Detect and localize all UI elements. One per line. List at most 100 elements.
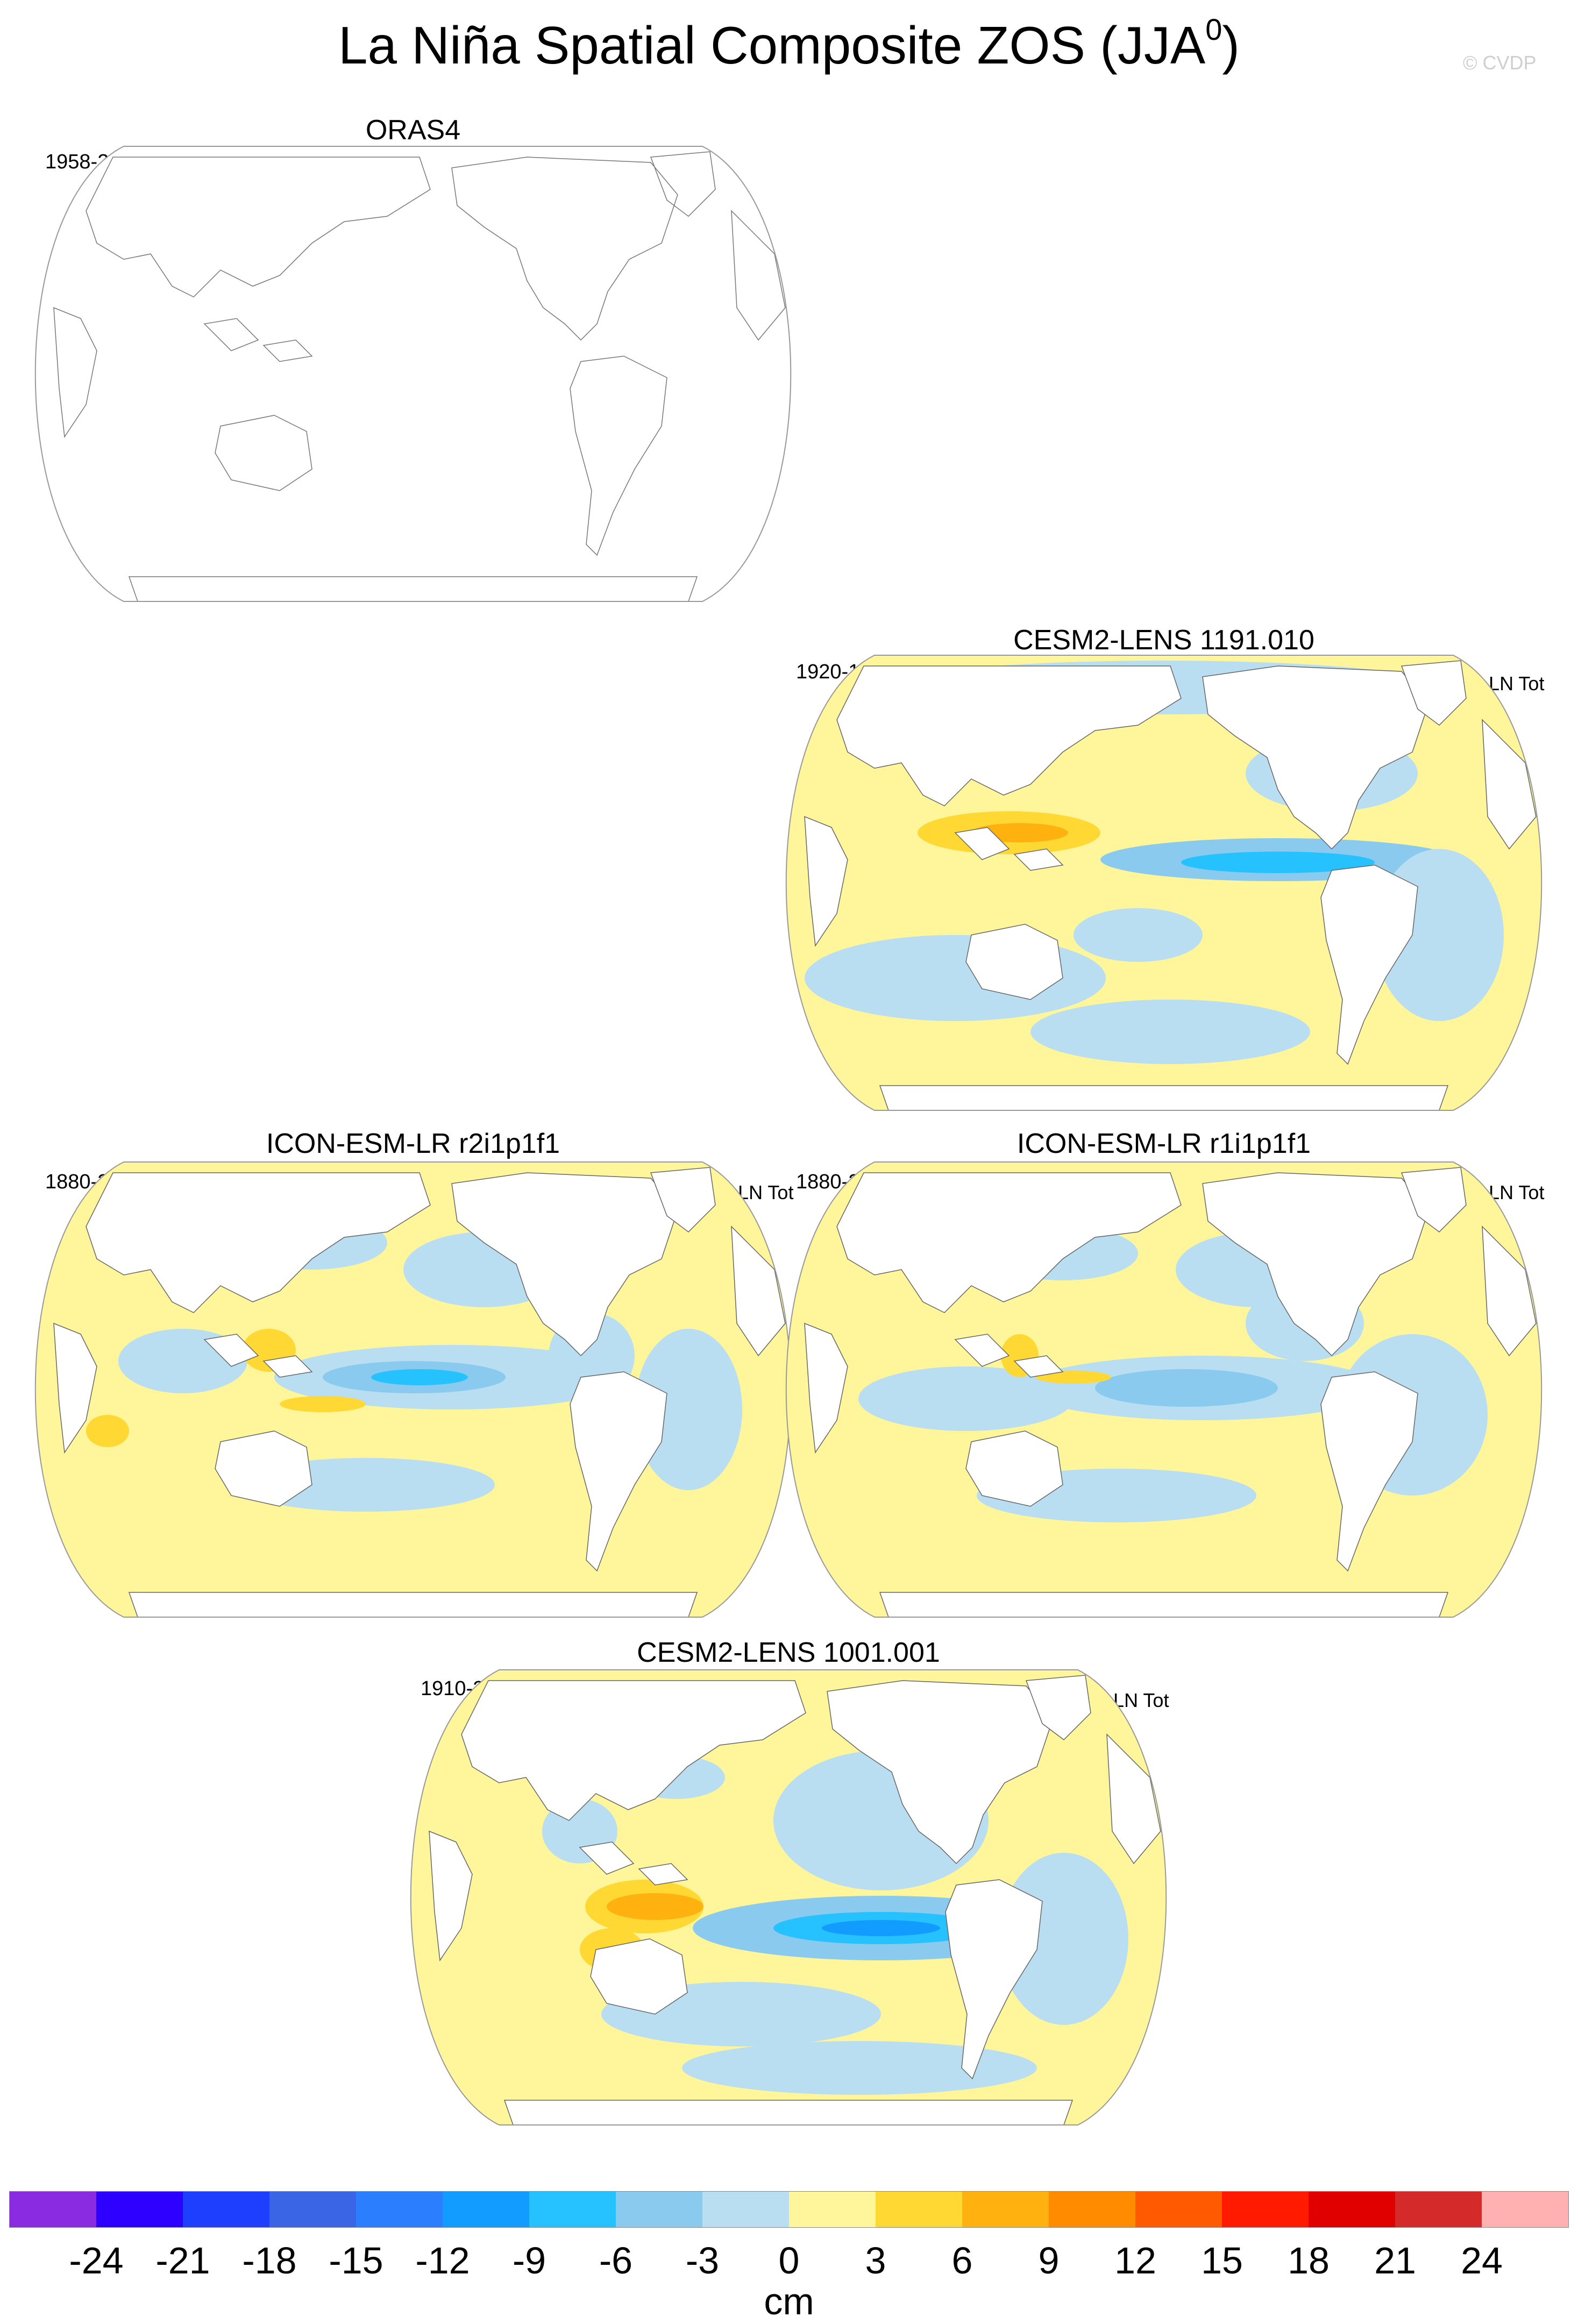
- colorbar-swatch: [789, 2192, 876, 2227]
- colorbar-tick-label: 9: [1038, 2240, 1060, 2282]
- map-panel-p1: [34, 146, 792, 602]
- colorbar-swatch: [356, 2192, 443, 2227]
- landmass: [650, 1167, 716, 1232]
- landmass: [86, 1172, 431, 1313]
- panel-title-p4: ICON-ESM-LR r1i1p1f1: [1017, 1128, 1311, 1159]
- colorbar-tick-label: 12: [1114, 2240, 1156, 2282]
- landmass: [879, 1592, 1449, 1617]
- colorbar-swatch: [443, 2192, 529, 2227]
- landmass: [1482, 719, 1537, 850]
- landmass: [1401, 1167, 1467, 1232]
- coastline: [451, 157, 678, 341]
- coastline: [86, 157, 431, 297]
- landmass: [731, 1225, 786, 1357]
- figure-title-text: La Niña Spatial Composite ZOS (JJA: [338, 16, 1206, 75]
- map-border: [785, 655, 1543, 1111]
- anomaly-region: [1074, 908, 1203, 962]
- colorbar-swatch: [10, 2192, 96, 2227]
- landmass: [804, 816, 848, 947]
- map-border: [34, 146, 792, 602]
- landmass: [570, 1371, 667, 1572]
- colorbar-tick-label: 15: [1201, 2240, 1243, 2282]
- anomaly-region: [86, 1415, 129, 1447]
- landmass: [53, 1322, 97, 1454]
- colorbar-swatch: [1222, 2192, 1309, 2227]
- figure-title-close: ): [1222, 16, 1240, 75]
- landmass: [215, 1430, 312, 1507]
- colorbar-tick-label: -3: [685, 2240, 720, 2282]
- landmass: [954, 1334, 1010, 1367]
- anomaly-region: [280, 1396, 366, 1412]
- colorbar-swatch: [1309, 2192, 1395, 2227]
- colorbar-swatch: [1482, 2192, 1568, 2227]
- coastline: [570, 356, 667, 556]
- landmass: [203, 1334, 259, 1367]
- colorbar-tick-label: 18: [1288, 2240, 1330, 2282]
- credit-label: © CVDP: [1463, 52, 1537, 74]
- colorbar-tick-label: -6: [599, 2240, 633, 2282]
- coastline: [650, 151, 716, 217]
- landmass: [1320, 1371, 1418, 1572]
- anomaly-region: [822, 1920, 940, 1936]
- colorbar-tick-label: 0: [778, 2240, 800, 2282]
- ocean-field: [35, 146, 791, 601]
- anomaly-region: [858, 1366, 1074, 1431]
- map-panel-p2: [785, 655, 1543, 1111]
- colorbar-swatch: [1395, 2192, 1482, 2227]
- colorbar-swatch: [702, 2192, 789, 2227]
- colorbar-swatch: [616, 2192, 702, 2227]
- anomaly-region: [635, 1329, 742, 1490]
- anomaly-region: [1030, 1000, 1310, 1064]
- colorbar-tick-label: 24: [1461, 2240, 1503, 2282]
- map-border: [785, 1161, 1543, 1618]
- coastline: [203, 318, 259, 351]
- landmass: [590, 1938, 688, 2015]
- colorbar-swatch: [1135, 2192, 1222, 2227]
- colorbar-tick-label: 6: [951, 2240, 973, 2282]
- landmass: [429, 1830, 473, 1962]
- landmass: [1025, 1675, 1091, 1740]
- landmass: [579, 1841, 635, 1875]
- landmass: [262, 1355, 313, 1378]
- anomaly-region: [607, 1893, 703, 1920]
- colorbar-tick-label: -9: [512, 2240, 546, 2282]
- landmass: [461, 1680, 806, 1821]
- figure-title-superscript: 0: [1205, 12, 1222, 46]
- colorbar-swatch: [183, 2192, 269, 2227]
- anomaly-region: [1036, 1371, 1111, 1384]
- coastline: [53, 307, 97, 438]
- colorbar-swatch: [876, 2192, 962, 2227]
- landmass: [638, 1863, 688, 1886]
- panel-title-p2: CESM2-LENS 1191.010: [1013, 625, 1314, 656]
- anomaly-region: [371, 1369, 468, 1385]
- coastline: [731, 210, 786, 341]
- colorbar-swatch: [962, 2192, 1049, 2227]
- landmass: [1106, 1733, 1161, 1865]
- colorbar-tick-label: -15: [329, 2240, 383, 2282]
- colorbar-swatch: [96, 2192, 183, 2227]
- map-panel-p5: [410, 1669, 1167, 2125]
- landmass: [1482, 1225, 1537, 1357]
- landmass: [945, 1879, 1043, 2080]
- map-border: [410, 1669, 1167, 2125]
- coastline: [215, 415, 312, 491]
- colorbar-swatch: [269, 2192, 356, 2227]
- anomaly-region: [682, 2041, 1037, 2095]
- colorbar-tick-label: -12: [415, 2240, 470, 2282]
- landmass: [804, 1322, 848, 1454]
- landmass: [965, 924, 1063, 1000]
- panel-title-p1: ORAS4: [365, 115, 461, 146]
- panel-title-p5: CESM2-LENS 1001.001: [637, 1637, 940, 1668]
- colorbar-tick-label: 3: [865, 2240, 886, 2282]
- anomaly-region: [1181, 852, 1375, 873]
- figure-title: La Niña Spatial Composite ZOS (JJA0): [0, 15, 1578, 76]
- map-panel-p3: [34, 1161, 792, 1618]
- landmass: [879, 1085, 1449, 1110]
- map-border: [34, 1161, 792, 1618]
- coastline: [262, 339, 313, 362]
- colorbar-unit: cm: [764, 2280, 814, 2322]
- colorbar-tick-label: 21: [1374, 2240, 1416, 2282]
- landmass: [954, 827, 1010, 860]
- landmass: [503, 2100, 1074, 2125]
- landmass: [128, 1592, 698, 1617]
